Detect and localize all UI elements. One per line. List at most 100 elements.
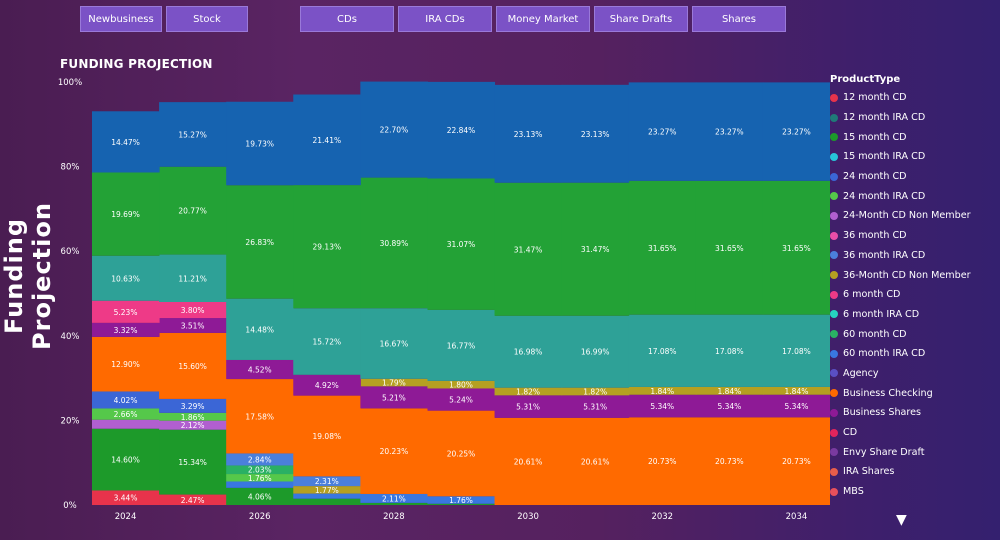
area-segment-business-checking (159, 332, 227, 399)
y-tick-label: 20% (61, 416, 80, 426)
legend-swatch (830, 192, 838, 201)
area-segment-36-month-cd-non-member (628, 386, 697, 395)
filter-button-share-drafts[interactable]: Share Drafts (594, 6, 688, 32)
legend-label: 36 month IRA CD (843, 249, 926, 261)
legend-item[interactable]: 36 month CD (830, 226, 1000, 246)
filter-button-cds[interactable]: CDs (300, 6, 394, 32)
data-label: 23.27% (782, 128, 811, 137)
legend-item[interactable]: 36-Month CD Non Member (830, 265, 1000, 285)
area-segment-money-market (427, 309, 496, 381)
data-label: 2.31% (315, 477, 339, 486)
legend-item[interactable]: 6 month IRA CD (830, 305, 1000, 325)
area-segment-money-market (360, 308, 428, 379)
legend-label: 60 month IRA CD (843, 348, 926, 360)
x-tick-label: 2024 (115, 512, 137, 522)
legend-item[interactable]: Business Shares (830, 403, 1000, 423)
area-segment-business-checking (561, 417, 630, 505)
legend-item[interactable]: 24-Month CD Non Member (830, 206, 1000, 226)
data-label: 1.84% (650, 387, 674, 396)
data-label: 14.48% (245, 325, 274, 334)
data-label: 22.84% (447, 126, 476, 135)
legend-swatch (830, 133, 838, 142)
legend-item[interactable]: 15 month IRA CD (830, 147, 1000, 167)
legend-label: 12 month IRA CD (843, 112, 926, 124)
legend-item[interactable]: 60 month IRA CD (830, 344, 1000, 364)
area-segment-money-market (159, 254, 227, 303)
legend-scroll-down-icon[interactable]: ▼ (896, 512, 907, 528)
legend-label: Agency (843, 367, 879, 379)
area-segment-business-shares (695, 394, 764, 418)
legend-swatch (830, 369, 838, 378)
legend-label: IRA Shares (843, 466, 895, 478)
data-label: 1.79% (382, 379, 406, 388)
data-label: 23.27% (648, 128, 677, 137)
legend-item[interactable]: Envy Share Draft (830, 442, 1000, 462)
area-segment-36-month-ira-cd (226, 453, 294, 466)
data-label: 23.13% (581, 130, 610, 139)
area-segment-15-month-cd (159, 429, 227, 495)
data-label: 21.41% (313, 136, 342, 145)
data-label: 5.34% (650, 402, 674, 411)
data-label: 1.84% (717, 387, 741, 396)
legend-item[interactable]: 6 month CD (830, 285, 1000, 305)
area-segment-money-market (762, 314, 830, 387)
data-label: 31.65% (782, 244, 811, 253)
area-segment-60-month-ira-cd (360, 493, 428, 503)
area-segment-24-month-cd (92, 391, 160, 409)
area-segment-36-month-cd-non-member (360, 378, 428, 387)
legend-label: 24 month CD (843, 171, 907, 183)
legend-swatch (830, 93, 838, 102)
data-label: 3.44% (114, 494, 138, 503)
legend-item[interactable]: 24 month IRA CD (830, 186, 1000, 206)
area-segment-share-drafts (159, 166, 227, 255)
data-label: 10.63% (111, 274, 140, 283)
area-segment-36-month-cd-non-member (695, 386, 764, 395)
legend-item[interactable]: 36 month IRA CD (830, 246, 1000, 266)
data-label: 15.72% (313, 338, 342, 347)
data-label: 20.25% (447, 449, 476, 458)
legend-item[interactable]: IRA Shares (830, 462, 1000, 482)
area-segment-money-market (561, 315, 630, 388)
area-segment-share-drafts (695, 180, 764, 315)
legend-item[interactable]: 60 month CD (830, 324, 1000, 344)
area-segment-shares (293, 94, 361, 186)
area-segment-business-checking (427, 410, 496, 497)
legend-item[interactable]: 15 month CD (830, 127, 1000, 147)
x-tick-label: 2028 (383, 512, 405, 522)
area-segment-money-market (92, 255, 160, 301)
data-label: 4.06% (248, 492, 272, 501)
area-segment-shares (762, 82, 830, 181)
area-segment-15-month-cd (226, 487, 294, 505)
filter-button-shares[interactable]: Shares (692, 6, 786, 32)
filter-button-stock[interactable]: Stock (166, 6, 248, 32)
legend-item[interactable]: 12 month IRA CD (830, 108, 1000, 128)
legend-item[interactable]: Business Checking (830, 383, 1000, 403)
legend-item[interactable]: 24 month CD (830, 167, 1000, 187)
legend-label: Business Checking (843, 387, 933, 399)
legend-label: 6 month IRA CD (843, 308, 920, 320)
legend-item[interactable]: MBS (830, 482, 1000, 502)
data-label: 19.08% (313, 432, 342, 441)
filter-button-money-market[interactable]: Money Market (496, 6, 590, 32)
data-label: 20.23% (380, 447, 409, 456)
legend-item[interactable]: Agency (830, 364, 1000, 384)
data-label: 1.76% (449, 496, 473, 505)
legend-swatch (830, 487, 838, 496)
legend-swatch (830, 389, 838, 398)
area-segment-24-month-cd-non-member (92, 419, 160, 429)
filter-button-newbusiness[interactable]: Newbusiness (80, 6, 162, 32)
legend-item[interactable]: 12 month CD (830, 88, 1000, 108)
filter-button-ira-cds[interactable]: IRA CDs (398, 6, 492, 32)
area-segment-money-market (226, 298, 294, 360)
area-segment-shares (628, 82, 697, 181)
area-segment-business-shares (762, 394, 830, 418)
area-segment-15-month-cd (427, 503, 496, 505)
legend-label: 36 month CD (843, 230, 907, 242)
data-label: 20.73% (648, 457, 677, 466)
legend-swatch (830, 467, 838, 476)
area-segment-60-month-ira-cd (293, 493, 361, 499)
area-segment-share-drafts (293, 185, 361, 309)
area-segment-36-month-cd-non-member (427, 380, 496, 389)
data-label: 2.84% (248, 455, 272, 464)
legend-item[interactable]: CD (830, 423, 1000, 443)
